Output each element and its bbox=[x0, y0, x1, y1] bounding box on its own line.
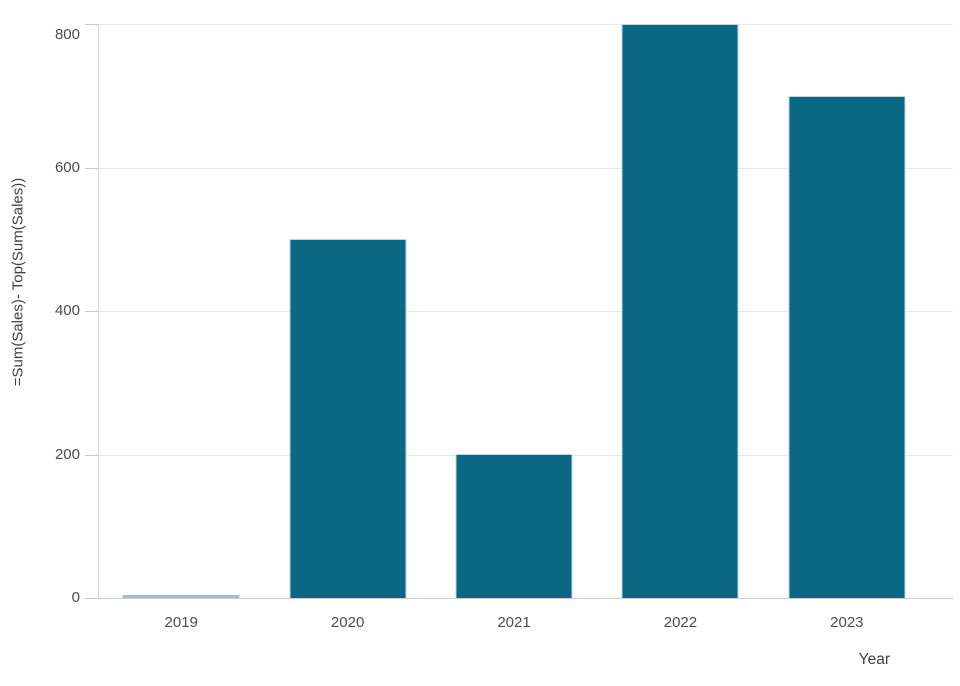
bar-slot-2022 bbox=[597, 24, 763, 598]
y-axis-tick-labels: 800 600 400 200 0 bbox=[0, 24, 80, 606]
y-axis-title: =Sum(Sales)- Top(Sum(Sales)) bbox=[9, 177, 27, 387]
x-tick-label-2019: 2019 bbox=[164, 614, 198, 631]
bar-2021[interactable] bbox=[455, 454, 573, 598]
bar-slot-2021 bbox=[431, 24, 597, 598]
y-tick-mark bbox=[85, 311, 98, 312]
y-axis-line bbox=[98, 24, 99, 598]
bar-2023[interactable] bbox=[788, 96, 906, 598]
gridline-y-400 bbox=[98, 311, 953, 312]
y-tick-mark bbox=[85, 168, 98, 169]
x-axis-tick-labels: 2019 2020 2021 2022 2023 bbox=[98, 614, 930, 631]
y-tick-label-400: 400 bbox=[54, 302, 80, 319]
bar-2022[interactable] bbox=[621, 24, 739, 598]
y-tick-label-600: 600 bbox=[54, 159, 80, 176]
y-tick-label-800: 800 bbox=[54, 26, 80, 43]
x-tick-label-2020: 2020 bbox=[330, 614, 365, 631]
bar-slot-2020 bbox=[264, 24, 430, 598]
x-tick-label-2021: 2021 bbox=[497, 614, 531, 631]
y-tick-mark bbox=[85, 24, 98, 25]
x-tick-label-2023: 2023 bbox=[830, 614, 864, 631]
bar-slot-2019 bbox=[98, 24, 264, 598]
bar-2019[interactable] bbox=[122, 595, 240, 598]
gridline-y-0 bbox=[98, 598, 953, 599]
y-tick-label-0: 0 bbox=[71, 589, 80, 606]
bar-2020[interactable] bbox=[289, 239, 407, 598]
gridline-y-600 bbox=[98, 168, 953, 169]
y-tick-label-200: 200 bbox=[54, 446, 80, 463]
x-axis-title: Year bbox=[858, 651, 890, 668]
y-tick-mark bbox=[85, 455, 98, 456]
gridline-y-800 bbox=[98, 24, 953, 25]
bar-slot-2023 bbox=[764, 24, 930, 598]
bars-layer bbox=[98, 24, 930, 598]
x-tick-label-2022: 2022 bbox=[663, 614, 698, 631]
y-tick-mark bbox=[85, 598, 98, 599]
